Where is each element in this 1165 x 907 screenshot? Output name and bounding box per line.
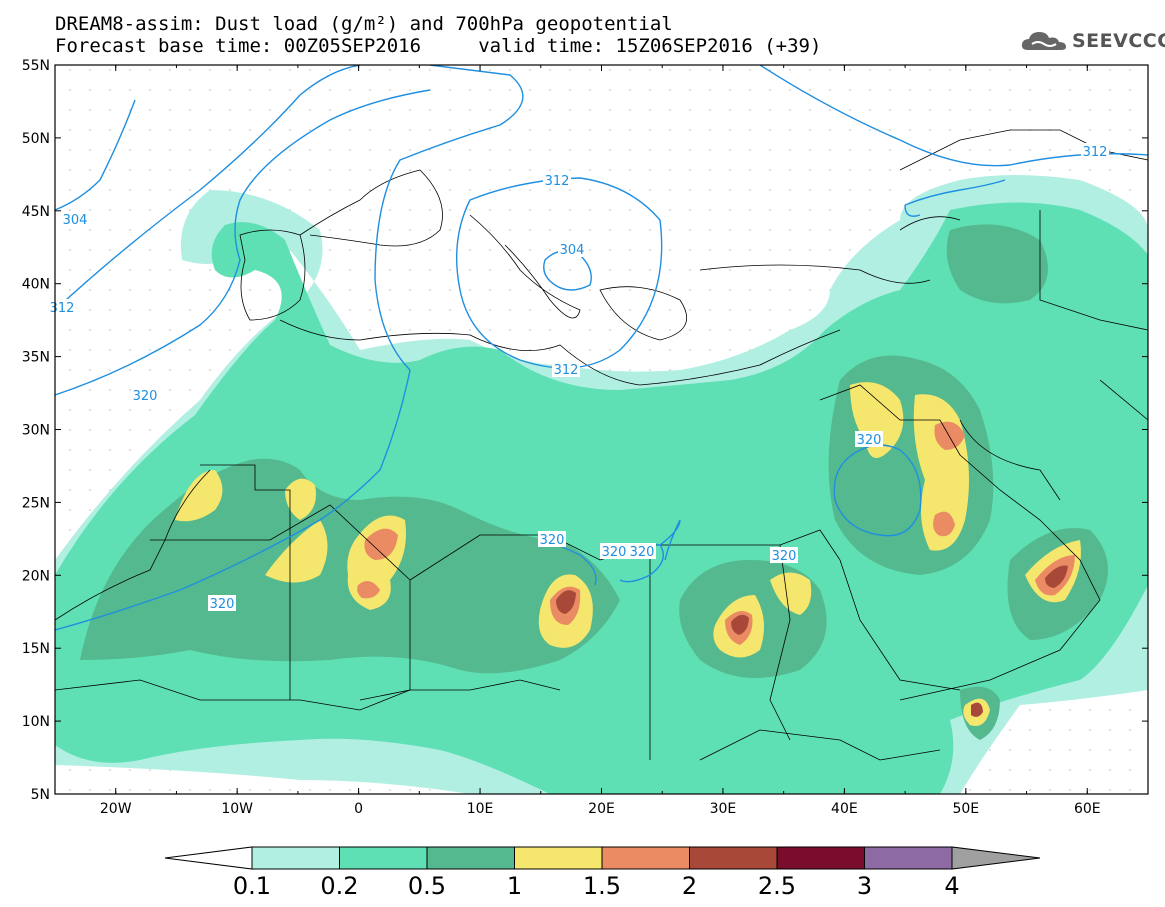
lon-label: 30E (710, 801, 737, 817)
colorbar-swatch (864, 846, 953, 870)
contour-label: 304 (560, 243, 585, 258)
colorbar-swatch (776, 846, 865, 870)
contour-label: 320 (857, 433, 882, 448)
lat-label: 45N (22, 204, 50, 220)
contour-label: 320 (210, 597, 235, 612)
contour-label: 312 (545, 174, 570, 189)
dust-load-field (55, 175, 1148, 794)
contour-label: 320 (630, 545, 655, 560)
lat-label: 25N (22, 495, 50, 511)
contour-label: 304 (63, 213, 88, 228)
colorbar-tick-label: 4 (944, 872, 959, 900)
colorbar-arrow-high (951, 846, 1041, 870)
contour-label: 312 (1083, 145, 1108, 160)
lon-label: 20E (588, 801, 615, 817)
contour-label: 312 (554, 363, 579, 378)
colorbar-tick-label: 3 (857, 872, 872, 900)
colorbar-tick-label: 0.1 (233, 872, 271, 900)
colorbar-swatch (251, 846, 340, 870)
colorbar-swatch (426, 846, 515, 870)
colorbar-swatch (601, 846, 690, 870)
colorbar-arrow-low (164, 846, 253, 870)
colorbar: 0.1 0.2 0.5 1 1.5 2 2.5 3 4 (164, 846, 1041, 900)
lon-label: 60E (1074, 801, 1101, 817)
lat-label: 55N (22, 58, 50, 74)
colorbar-swatch (689, 846, 778, 870)
colorbar-tick-label: 1.5 (583, 872, 621, 900)
lat-label: 35N (22, 350, 50, 366)
lat-label: 20N (22, 568, 50, 584)
colorbar-tick-label: 2.5 (758, 872, 796, 900)
cloud-icon (1021, 32, 1066, 50)
country-borders (55, 129, 1148, 761)
forecast-times: Forecast base time: 00Z05SEP2016 valid t… (55, 35, 822, 57)
lat-label: 5N (31, 787, 50, 803)
colorbar-tick-label: 1 (507, 872, 522, 900)
map-title: DREAM8-assim: Dust load (g/m²) and 700hP… (55, 13, 673, 35)
colorbar-tick-label: 2 (682, 872, 697, 900)
colorbar-swatch (514, 846, 603, 870)
contour-label: 320 (772, 549, 797, 564)
lat-label: 10N (22, 714, 50, 730)
lon-label: 20W (100, 801, 132, 817)
lat-label: 40N (22, 277, 50, 293)
lat-label: 30N (22, 423, 50, 439)
contour-label: 320 (602, 545, 627, 560)
contour-label: 320 (540, 533, 565, 548)
colorbar-tick-label: 0.5 (408, 872, 446, 900)
colorbar-swatch (339, 846, 428, 870)
lon-label: 40E (831, 801, 858, 817)
lon-label: 10W (221, 801, 253, 817)
logo-text: SEEVCCC (1072, 30, 1165, 52)
lon-label: 0 (354, 801, 363, 817)
seevccc-logo: SEEVCCC (1020, 28, 1165, 54)
lat-label: 50N (22, 131, 50, 147)
lon-label: 50E (952, 801, 979, 817)
geopotential-contours (55, 65, 1148, 631)
colorbar-tick-label: 0.2 (320, 872, 358, 900)
contour-label: 312 (50, 301, 75, 316)
lon-label: 10E (467, 801, 494, 817)
lat-label: 15N (22, 641, 50, 657)
contour-label: 320 (133, 389, 158, 404)
